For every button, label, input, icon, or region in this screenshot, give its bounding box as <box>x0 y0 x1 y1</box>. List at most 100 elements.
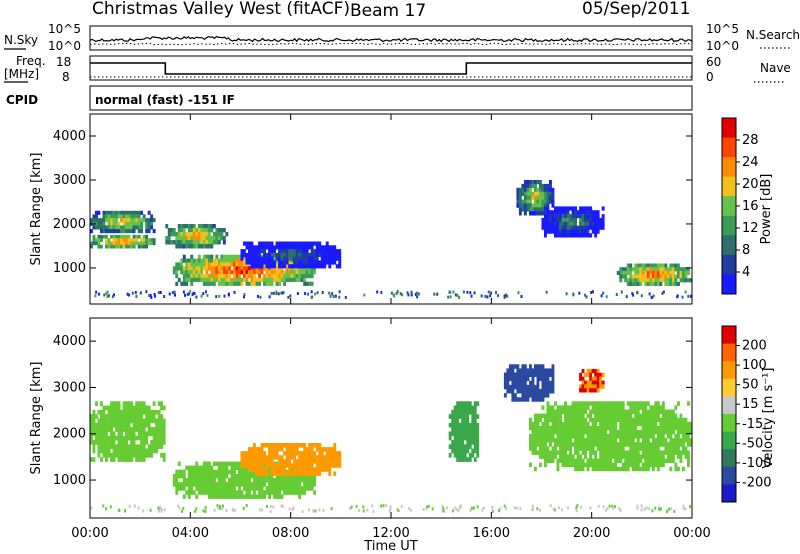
echo-cell <box>571 413 575 419</box>
echo-cell <box>466 448 470 454</box>
echo-cell <box>187 494 191 499</box>
echo-cell <box>687 401 690 406</box>
echo-cell <box>250 270 254 275</box>
echo-cell <box>245 266 249 271</box>
echo-cell <box>636 506 639 510</box>
echo-cell <box>687 438 690 443</box>
echo-cell <box>569 462 572 468</box>
echo-cell <box>187 224 191 229</box>
echo-cell <box>157 506 160 510</box>
echo-cell <box>273 455 276 460</box>
echo-cell <box>273 482 276 487</box>
echo-cell <box>97 409 101 415</box>
echo-cell <box>207 228 211 233</box>
echo-cell <box>190 277 194 282</box>
echo-cell <box>456 440 460 445</box>
echo-cell <box>308 264 312 269</box>
echo-cell <box>300 260 304 265</box>
echo-cell <box>621 413 625 419</box>
echo-cell <box>273 260 276 265</box>
echo-cell <box>243 482 246 487</box>
echo-cell <box>240 465 244 471</box>
echo-cell <box>195 507 198 511</box>
echo-cell <box>207 266 211 271</box>
echo-cell <box>182 486 186 491</box>
echo-cell <box>636 263 640 268</box>
echo-cell <box>145 290 148 294</box>
echo-cell <box>280 270 284 275</box>
echo-cell <box>145 241 149 246</box>
echo-cell <box>338 256 342 261</box>
echo-cell <box>147 210 151 215</box>
echo-cell <box>117 444 121 449</box>
echo-cell <box>616 450 620 455</box>
echo-cell <box>661 267 665 272</box>
echo-cell <box>656 270 660 275</box>
echo-cell <box>245 490 249 495</box>
echo-cell <box>689 421 693 427</box>
echo-cell <box>310 455 314 460</box>
echo-cell <box>544 203 547 208</box>
echo-cell <box>599 409 603 414</box>
echo-cell <box>629 278 633 283</box>
echo-cell <box>134 290 137 294</box>
echo-cell <box>561 229 565 234</box>
echo-cell <box>270 277 274 282</box>
echo-cell <box>245 281 249 286</box>
echo-cell <box>546 425 550 431</box>
echo-cell <box>576 504 579 508</box>
echo-cell <box>470 294 473 298</box>
echo-cell <box>551 417 555 423</box>
echo-cell <box>240 459 244 464</box>
echo-cell <box>458 422 462 428</box>
echo-cell <box>529 384 532 390</box>
echo-cell <box>215 232 219 237</box>
echo-cell <box>222 254 226 259</box>
echo-cell <box>596 425 600 431</box>
echo-cell <box>521 183 525 189</box>
echo-cell <box>117 452 121 458</box>
power-colorbar-label: Power [dB] <box>759 174 774 245</box>
echo-cell <box>137 409 141 415</box>
echo-cell <box>152 418 156 424</box>
echo-cell <box>105 448 108 454</box>
echo-cell <box>679 413 683 419</box>
echo-cell <box>624 267 628 272</box>
echo-cell <box>586 229 590 234</box>
echo-cell <box>661 263 665 268</box>
echo-cell <box>584 225 587 230</box>
echo-cell <box>589 233 593 238</box>
echo-cell <box>641 263 645 268</box>
echo-cell <box>523 376 527 382</box>
echo-cell <box>268 264 271 269</box>
echo-cell <box>303 264 307 269</box>
echo-cell <box>594 210 598 215</box>
echo-cell <box>544 217 547 223</box>
echo-cell <box>554 446 557 451</box>
echo-cell <box>150 214 154 219</box>
echo-cell <box>215 277 219 282</box>
echo-cell <box>210 224 214 229</box>
echo-cell <box>674 278 678 283</box>
echo-cell <box>661 270 665 275</box>
echo-cell <box>295 473 299 479</box>
echo-cell <box>127 418 131 424</box>
velocity-colorbar-swatch <box>722 431 736 450</box>
echo-cell <box>576 462 580 468</box>
echo-cell <box>127 452 131 458</box>
echo-cell <box>679 429 683 435</box>
echo-cell <box>305 471 309 476</box>
echo-cell <box>513 364 517 369</box>
echo-cell <box>556 214 560 219</box>
echo-cell <box>591 425 595 431</box>
echo-cell <box>458 401 462 406</box>
echo-cell <box>646 421 650 427</box>
echo-cell <box>569 438 572 443</box>
echo-cell <box>571 405 575 410</box>
echo-cell <box>539 450 542 455</box>
echo-cell <box>559 438 562 443</box>
echo-cell <box>190 490 194 495</box>
echo-cell <box>594 380 598 385</box>
echo-cell <box>581 210 585 215</box>
echo-cell <box>631 292 634 296</box>
